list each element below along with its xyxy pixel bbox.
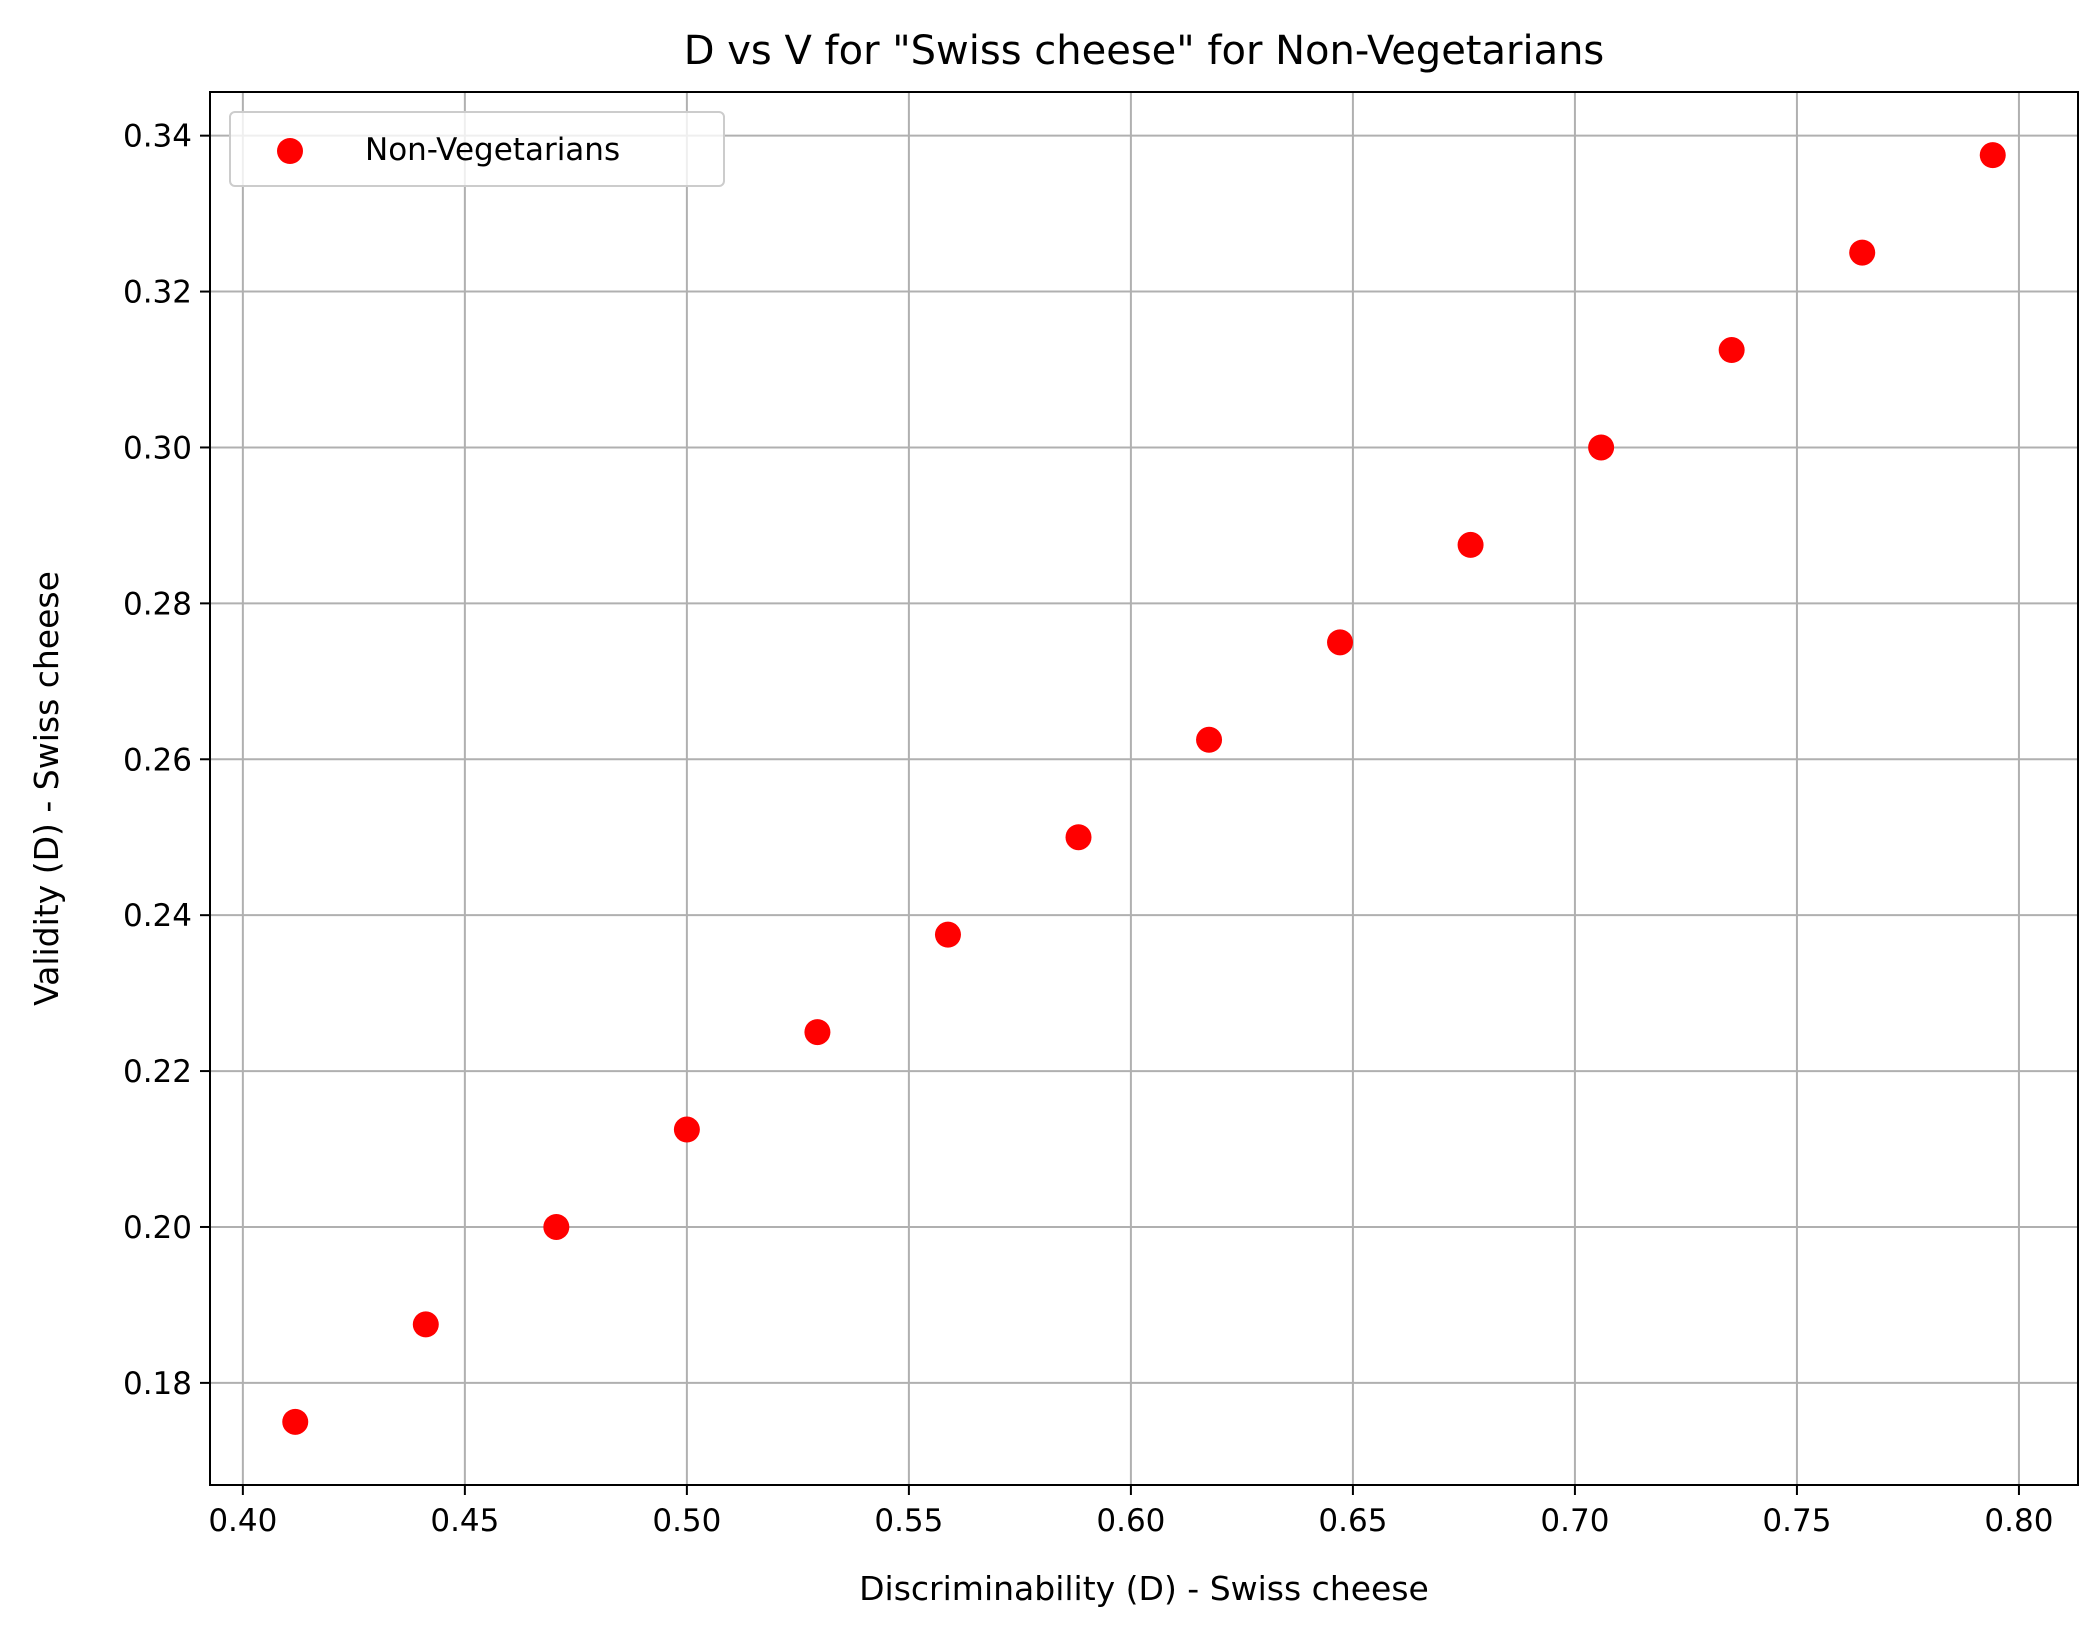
x-tick-label: 0.60 (1096, 1503, 1165, 1539)
data-point (1718, 337, 1745, 364)
plot-frame (209, 91, 2079, 1486)
y-tick-label: 0.22 (123, 1054, 192, 1090)
legend-box (229, 111, 725, 187)
x-tick-label: 0.40 (208, 1503, 277, 1539)
x-tick-label: 0.70 (1540, 1503, 1609, 1539)
x-tick-label: 0.50 (652, 1503, 721, 1539)
data-point (282, 1408, 309, 1435)
data-point (1588, 434, 1615, 461)
x-tick-label: 0.80 (1984, 1503, 2053, 1539)
data-point (1065, 824, 1092, 851)
data-point (1327, 629, 1354, 656)
y-tick-label: 0.18 (123, 1366, 192, 1402)
y-tick-label: 0.30 (123, 430, 192, 466)
data-point (1196, 726, 1223, 753)
data-point (673, 1116, 700, 1143)
data-point (1979, 142, 2006, 169)
x-axis: 0.40 0.45 0.50 0.55 0.60 0.65 0.70 0.75 0.80 (208, 1485, 2053, 1539)
grid-lines (210, 92, 2078, 1485)
y-axis-label: Validity (D) - Swiss cheese (27, 571, 66, 1006)
x-axis-label: Discriminability (D) - Swiss cheese (859, 1569, 1429, 1608)
y-tick-label: 0.34 (123, 119, 192, 155)
data-point (1849, 239, 1876, 266)
data-point (1457, 531, 1484, 558)
data-point (804, 1019, 831, 1046)
x-tick-label: 0.45 (430, 1503, 499, 1539)
x-tick-label: 0.55 (874, 1503, 943, 1539)
legend-label-non-vegetarians: Non-Vegetarians (365, 132, 620, 168)
data-points (282, 142, 2006, 1435)
data-point (543, 1213, 570, 1240)
y-tick-label: 0.26 (123, 742, 192, 778)
data-point (934, 921, 961, 948)
y-axis: 0.18 0.20 0.22 0.24 0.26 0.28 0.30 0.32 0.34 (123, 119, 210, 1402)
y-tick-label: 0.20 (123, 1210, 192, 1246)
data-point (412, 1311, 439, 1338)
legend: Non-Vegetarians (229, 111, 725, 187)
legend-marker (277, 138, 303, 164)
x-tick-label: 0.65 (1318, 1503, 1387, 1539)
x-tick-label: 0.75 (1762, 1503, 1831, 1539)
y-tick-label: 0.28 (123, 586, 192, 622)
y-tick-label: 0.24 (123, 898, 192, 934)
y-tick-label: 0.32 (123, 275, 192, 311)
chart-title: D vs V for "Swiss cheese" for Non-Vegeta… (684, 28, 1605, 74)
